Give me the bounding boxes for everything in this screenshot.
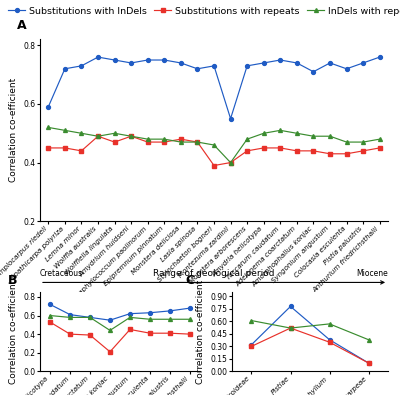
Y-axis label: Correlation co-efficient: Correlation co-efficient <box>9 280 18 384</box>
Y-axis label: Correlation co-efficient: Correlation co-efficient <box>196 280 205 384</box>
Text: Range of geological period: Range of geological period <box>153 269 275 278</box>
Y-axis label: Correlation co-efficient: Correlation co-efficient <box>9 78 18 182</box>
Text: B: B <box>8 275 18 288</box>
Text: A: A <box>17 19 27 32</box>
Text: Cretaceous: Cretaceous <box>40 269 83 278</box>
Text: Miocene: Miocene <box>356 269 388 278</box>
Text: C: C <box>185 275 194 288</box>
Legend: Substitutions with InDels, Substitutions with repeats, InDels with repeats: Substitutions with InDels, Substitutions… <box>4 3 400 19</box>
